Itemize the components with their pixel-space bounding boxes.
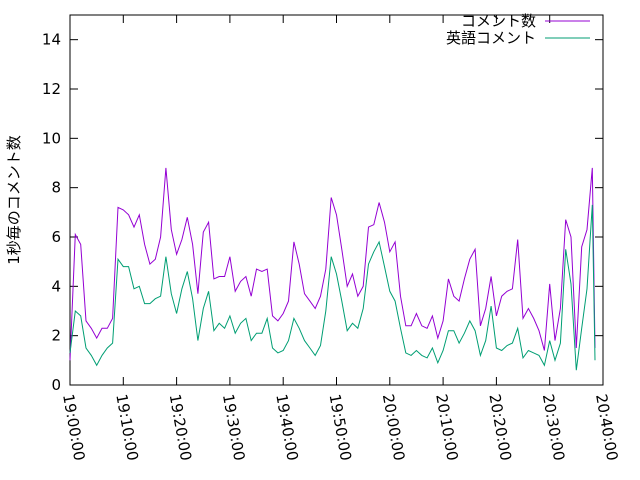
x-tick-label: 19:00:00 xyxy=(59,393,88,462)
x-tick-label: 19:10:00 xyxy=(112,393,141,462)
y-axis: 0 2 4 6 8 10 12 14 xyxy=(42,31,603,394)
y-tick-label: 10 xyxy=(42,129,61,147)
x-tick-label: 19:40:00 xyxy=(272,393,301,462)
y-axis-label: 1秒毎のコメント数 xyxy=(5,135,23,265)
x-tick-label: 20:40:00 xyxy=(592,393,621,462)
series-layer xyxy=(69,167,596,371)
series-line-1 xyxy=(69,204,596,371)
y-tick-label: 0 xyxy=(51,376,61,394)
y-tick-label: 6 xyxy=(51,228,61,246)
x-tick-label: 20:10:00 xyxy=(432,393,461,462)
x-tick-label: 20:20:00 xyxy=(485,393,514,462)
x-tick-label: 19:50:00 xyxy=(326,393,355,462)
plot-frame xyxy=(69,14,604,386)
x-tick-label: 19:20:00 xyxy=(166,393,195,462)
series-line-0 xyxy=(69,167,596,361)
x-tick-label: 20:00:00 xyxy=(379,393,408,462)
y-tick-label: 14 xyxy=(42,31,61,49)
y-tick-label: 8 xyxy=(51,179,61,197)
y-tick-label: 12 xyxy=(42,80,61,98)
y-tick-label: 2 xyxy=(51,327,61,345)
y-tick-label: 4 xyxy=(51,277,61,295)
legend-label-1: 英語コメント xyxy=(446,29,536,47)
x-tick-label: 20:30:00 xyxy=(539,393,568,462)
legend-label-0: コメント数 xyxy=(461,12,536,30)
x-tick-label: 19:30:00 xyxy=(219,393,248,462)
plot-frame xyxy=(69,14,604,386)
